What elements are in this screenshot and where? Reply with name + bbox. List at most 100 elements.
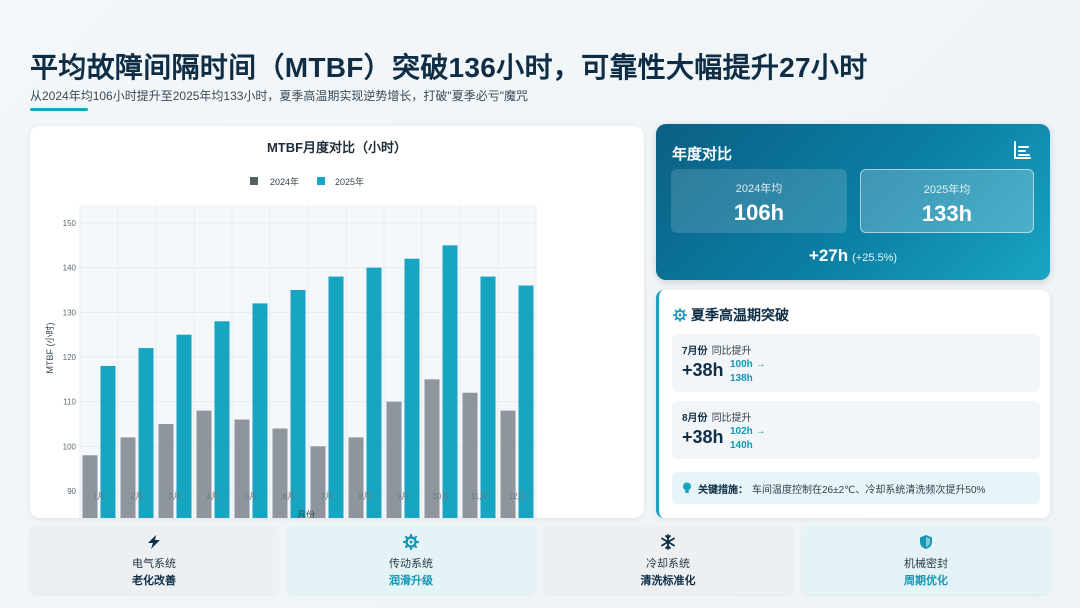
legend-swatch-2025 — [317, 177, 325, 185]
bar-2025-2 — [138, 348, 154, 518]
shield-icon — [920, 535, 932, 549]
month-to: 140h — [730, 440, 753, 451]
tile-electrical: 电气系统 老化改善 — [30, 526, 278, 594]
x-tick-label: 2月 — [131, 492, 143, 501]
chart-legend: 2024年 2025年 — [250, 176, 364, 187]
month-name: 8月份 — [682, 413, 708, 424]
y-tick-label: 140 — [63, 264, 77, 273]
x-tick-label: 11月 — [471, 492, 487, 501]
year-2024-value: 106h — [733, 200, 785, 225]
tile-sub: 周期优化 — [904, 575, 948, 587]
month-name: 7月份 — [682, 346, 708, 357]
bar-2025-5 — [252, 303, 268, 518]
month-label: 同比提升 — [711, 346, 752, 357]
bar-2025-1 — [100, 365, 116, 518]
tile-transmission: 传动系统 润滑升级 — [287, 526, 535, 594]
mtbf-chart: MTBF月度对比（小时） 2024年 2025年 90 100 110 120 130 1… — [44, 140, 537, 518]
snowflake-icon — [661, 534, 675, 550]
year-2025-value: 133h — [921, 201, 973, 226]
gear-icon — [402, 534, 420, 550]
x-tick-label: 4月 — [207, 492, 219, 501]
tile-sub: 清洗标准化 — [640, 575, 696, 587]
bar-2025-7 — [328, 276, 344, 518]
bar-2024-1 — [82, 455, 98, 518]
x-tick-label: 1月 — [93, 492, 105, 501]
summer-title-text: 夏季高温期突破 — [691, 307, 789, 323]
month-item-august: 8月份 同比提升 +38h 102h → 140h — [672, 401, 1040, 459]
y-tick-label: 150 — [63, 219, 77, 228]
legend-label-2024: 2024年 — [270, 176, 299, 187]
summer-title: 夏季高温期突破 — [673, 305, 789, 325]
bar-2025-9 — [404, 258, 420, 518]
bar-2024-6 — [272, 428, 288, 518]
tile-cooling: 冷却系统 清洗标准化 — [544, 526, 792, 594]
month-head: 8月份 同比提升 — [682, 409, 752, 424]
bar-2025-10 — [442, 245, 458, 518]
x-tick-label: 8月 — [359, 492, 371, 501]
legend-swatch-2024 — [250, 177, 258, 185]
y-tick-label: 110 — [63, 398, 76, 407]
month-gain: +38h — [682, 360, 724, 380]
month-from: 102h → — [730, 426, 766, 437]
bar-2024-11 — [462, 392, 478, 518]
x-tick-label: 5月 — [245, 492, 257, 501]
mtbf-chart-card: MTBF月度对比（小时） 2024年 2025年 90 100 110 120 130 1… — [30, 126, 644, 518]
bar-2024-3 — [158, 424, 174, 518]
month-head: 7月份 同比提升 — [682, 342, 752, 357]
x-tick-label: 7月 — [321, 492, 333, 501]
bar-2025-6 — [290, 290, 306, 518]
tile-label: 传动系统 — [389, 558, 433, 570]
key-measures: 关键措施： 车间温度控制在26±2℃、冷却系统清洗频次提升50% — [672, 472, 1040, 504]
year-2025-box: 2025年均 133h — [860, 169, 1034, 233]
tile-sub: 润滑升级 — [389, 575, 433, 587]
y-tick-label: 90 — [67, 487, 76, 496]
bar-2024-12 — [500, 410, 516, 518]
y-axis-label: MTBF (小时) — [44, 323, 55, 374]
page-title: 平均故障间隔时间（MTBF）突破136小时，可靠性大幅提升27小时 — [30, 52, 868, 83]
month-label: 同比提升 — [711, 413, 752, 424]
month-range: 100h → 138h — [730, 358, 766, 386]
tile-label: 电气系统 — [132, 558, 176, 570]
key-measures-text: 车间温度控制在26±2℃、冷却系统清洗频次提升50% — [752, 484, 986, 496]
year-diff: +27h (+25.5%) — [656, 246, 1050, 266]
year-diff-value: +27h — [808, 246, 849, 265]
lightning-icon — [148, 535, 160, 549]
month-range: 102h → 140h — [730, 425, 766, 453]
chart-title: MTBF月度对比（小时） — [267, 140, 407, 155]
y-tick-label: 130 — [63, 308, 77, 317]
lightbulb-icon — [683, 482, 691, 493]
bar-2025-4 — [214, 321, 230, 518]
y-tick-label: 100 — [63, 442, 77, 451]
month-to: 138h — [730, 373, 753, 384]
year-compare-card: 年度对比 2024年均 106h 2025年均 133h +27h (+25.5%… — [656, 124, 1050, 280]
bar-2024-2 — [120, 437, 136, 518]
bar-2025-3 — [176, 334, 192, 518]
bar-2025-12 — [518, 285, 534, 518]
tile-label: 冷却系统 — [646, 558, 690, 570]
bar-2024-10 — [424, 379, 440, 518]
year-2025-label: 2025年均 — [923, 184, 971, 196]
bar-2025-8 — [366, 267, 382, 518]
page-subtitle: 从2024年均106小时提升至2025年均133小时，夏季高温期实现逆势增长，打… — [30, 89, 528, 103]
year-2024-label: 2024年均 — [735, 183, 783, 195]
year-2024-box: 2024年均 106h — [671, 169, 847, 233]
x-tick-label: 10月 — [433, 492, 450, 501]
month-item-july: 7月份 同比提升 +38h 100h → 138h — [672, 334, 1040, 392]
summer-breakthrough-card: 夏季高温期突破 7月份 同比提升 +38h 100h → 138h 8月份 同比提升 … — [656, 290, 1050, 518]
gear-icon — [673, 308, 687, 322]
bar-2025-11 — [480, 276, 496, 518]
tile-label: 机械密封 — [904, 558, 948, 570]
bar-2024-4 — [196, 410, 212, 518]
key-measures-label: 关键措施： — [698, 484, 748, 496]
legend-label-2025: 2025年 — [335, 176, 364, 187]
title-underline — [30, 108, 88, 111]
month-gain: +38h — [682, 427, 724, 447]
tile-sub: 老化改善 — [132, 575, 176, 587]
bar-chart-icon — [1014, 141, 1031, 159]
year-compare-title: 年度对比 — [672, 146, 733, 163]
x-tick-label: 3月 — [169, 492, 181, 501]
x-tick-label: 12月 — [509, 492, 526, 501]
bar-2024-8 — [348, 437, 364, 518]
bar-2024-9 — [386, 401, 402, 518]
x-axis-label: 月份 — [297, 509, 315, 518]
